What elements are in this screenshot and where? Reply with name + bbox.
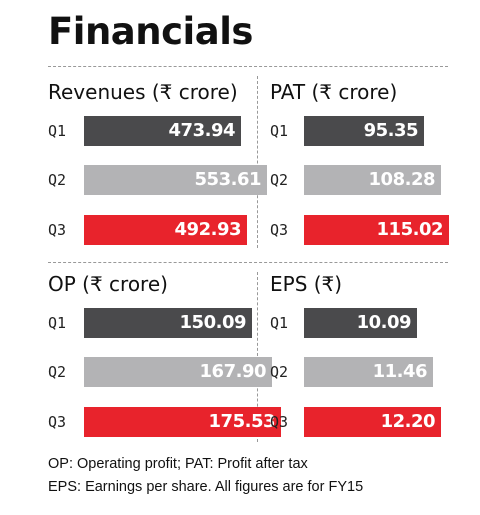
bar-q3: 12.20 [304, 407, 441, 437]
bar-q3: 175.53 [84, 407, 281, 437]
category-label: Q1 [270, 122, 289, 140]
category-label: Q2 [270, 363, 289, 381]
bar-q2: 553.61 [84, 165, 267, 195]
data-label: 175.53 [208, 411, 276, 432]
pat-panel: PAT (₹ crore) Q1 95.35 Q2 108.28 Q3 115.02 [270, 80, 470, 255]
bar-q2: 11.46 [304, 357, 433, 387]
category-label: Q1 [48, 314, 67, 332]
footnote-abbreviations: OP: Operating profit; PAT: Profit after … [48, 456, 308, 472]
category-label: Q1 [48, 122, 67, 140]
category-label: Q3 [270, 221, 289, 239]
category-label: Q2 [270, 171, 289, 189]
data-label: 108.28 [368, 169, 436, 190]
revenues-chart-title: Revenues (₹ crore) [48, 80, 238, 104]
category-label: Q3 [48, 221, 67, 239]
eps-panel: EPS (₹) Q1 10.09 Q2 11.46 Q3 12.20 [270, 272, 470, 447]
data-label: 11.46 [372, 361, 428, 382]
pat-chart-title: PAT (₹ crore) [270, 80, 398, 104]
data-label: 150.09 [179, 312, 247, 333]
bar-q2: 167.90 [84, 357, 272, 387]
data-label: 553.61 [194, 169, 262, 190]
category-label: Q3 [270, 413, 289, 431]
data-label: 95.35 [363, 120, 419, 141]
bar-q1: 473.94 [84, 116, 241, 146]
eps-chart-title: EPS (₹) [270, 272, 343, 296]
data-label: 473.94 [168, 120, 236, 141]
op-panel: OP (₹ crore) Q1 150.09 Q2 167.90 Q3 175.53 [48, 272, 281, 447]
category-label: Q1 [270, 314, 289, 332]
bar-q1: 150.09 [84, 308, 252, 338]
middle-divider [48, 262, 448, 263]
category-label: Q3 [48, 413, 67, 431]
bar-q2: 108.28 [304, 165, 441, 195]
bar-q1: 10.09 [304, 308, 417, 338]
op-chart-title: OP (₹ crore) [48, 272, 168, 296]
upper-column-divider [257, 76, 258, 248]
data-label: 10.09 [356, 312, 412, 333]
revenues-panel: Revenues (₹ crore) Q1 473.94 Q2 553.61 Q3 492.… [48, 80, 267, 255]
category-label: Q2 [48, 171, 67, 189]
data-label: 12.20 [380, 411, 436, 432]
category-label: Q2 [48, 363, 67, 381]
bar-q1: 95.35 [304, 116, 424, 146]
data-label: 115.02 [376, 219, 444, 240]
top-divider [48, 66, 448, 67]
bar-q3: 115.02 [304, 215, 449, 245]
data-label: 167.90 [199, 361, 267, 382]
data-label: 492.93 [174, 219, 242, 240]
chart-title: Financials [48, 10, 253, 53]
bar-q3: 492.93 [84, 215, 247, 245]
footnote-eps: EPS: Earnings per share. All figures are… [48, 479, 364, 495]
